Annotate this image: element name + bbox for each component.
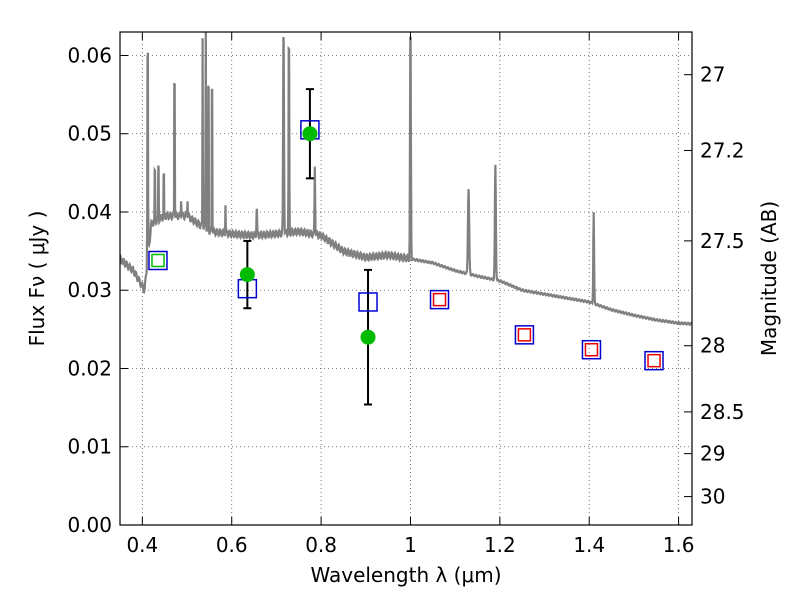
y-tick-label: 0.02 <box>67 356 112 380</box>
observed-point <box>360 329 376 345</box>
x-axis-label: Wavelength λ (μm) <box>310 563 501 587</box>
model-box <box>644 350 664 371</box>
mag-tick-label: 27.5 <box>700 229 745 253</box>
x-tick-label: 1 <box>404 533 417 557</box>
mag-tick-label: 29 <box>700 442 725 466</box>
observed-point <box>302 126 318 142</box>
mag-tick-label: 27.2 <box>700 138 745 162</box>
y-tick-label: 0.03 <box>67 278 112 302</box>
axis-ticks <box>120 32 692 526</box>
x-tick-label: 0.4 <box>126 533 158 557</box>
mag-tick-label: 28.5 <box>700 400 745 424</box>
model-spectrum <box>120 32 692 326</box>
observed-point <box>239 267 255 283</box>
x-tick-label: 1.4 <box>573 533 605 557</box>
right-axis-label: Magnitude (AB) <box>757 201 781 356</box>
plot-frame <box>119 31 693 526</box>
y-tick-label: 0.06 <box>67 43 112 67</box>
y-tick-label: 0.00 <box>67 513 112 537</box>
model-box <box>429 289 450 310</box>
y-tick-label: 0.04 <box>67 200 112 224</box>
mag-tick-label: 27 <box>700 63 725 87</box>
y-tick-label: 0.01 <box>67 435 112 459</box>
x-tick-label: 1.2 <box>484 533 516 557</box>
model-box-inner-red <box>584 342 599 357</box>
model-box-inner-green <box>151 253 165 268</box>
y-axis-label: Flux Fν ( μJy ) <box>25 211 49 347</box>
model-box <box>514 325 535 345</box>
spectrum-line <box>120 32 692 326</box>
x-tick-label: 0.6 <box>216 533 248 557</box>
model-box-inner-red <box>517 328 532 342</box>
mag-tick-label: 30 <box>700 485 725 509</box>
x-tick-label: 0.8 <box>305 533 337 557</box>
model-box <box>358 292 378 312</box>
y-tick-label: 0.05 <box>67 122 112 146</box>
data-points <box>148 120 664 371</box>
mag-tick-label: 28 <box>700 334 725 358</box>
model-box <box>148 250 168 271</box>
model-box <box>581 339 602 360</box>
tick-labels: 0.4 0.6 0.8 1 1.2 1.4 1.6 0.00 0.01 0.02 0.03 0.04 0… <box>67 43 744 557</box>
x-tick-label: 1.6 <box>663 533 695 557</box>
model-box-inner-red <box>647 353 661 368</box>
model-box-inner-red <box>432 292 447 307</box>
